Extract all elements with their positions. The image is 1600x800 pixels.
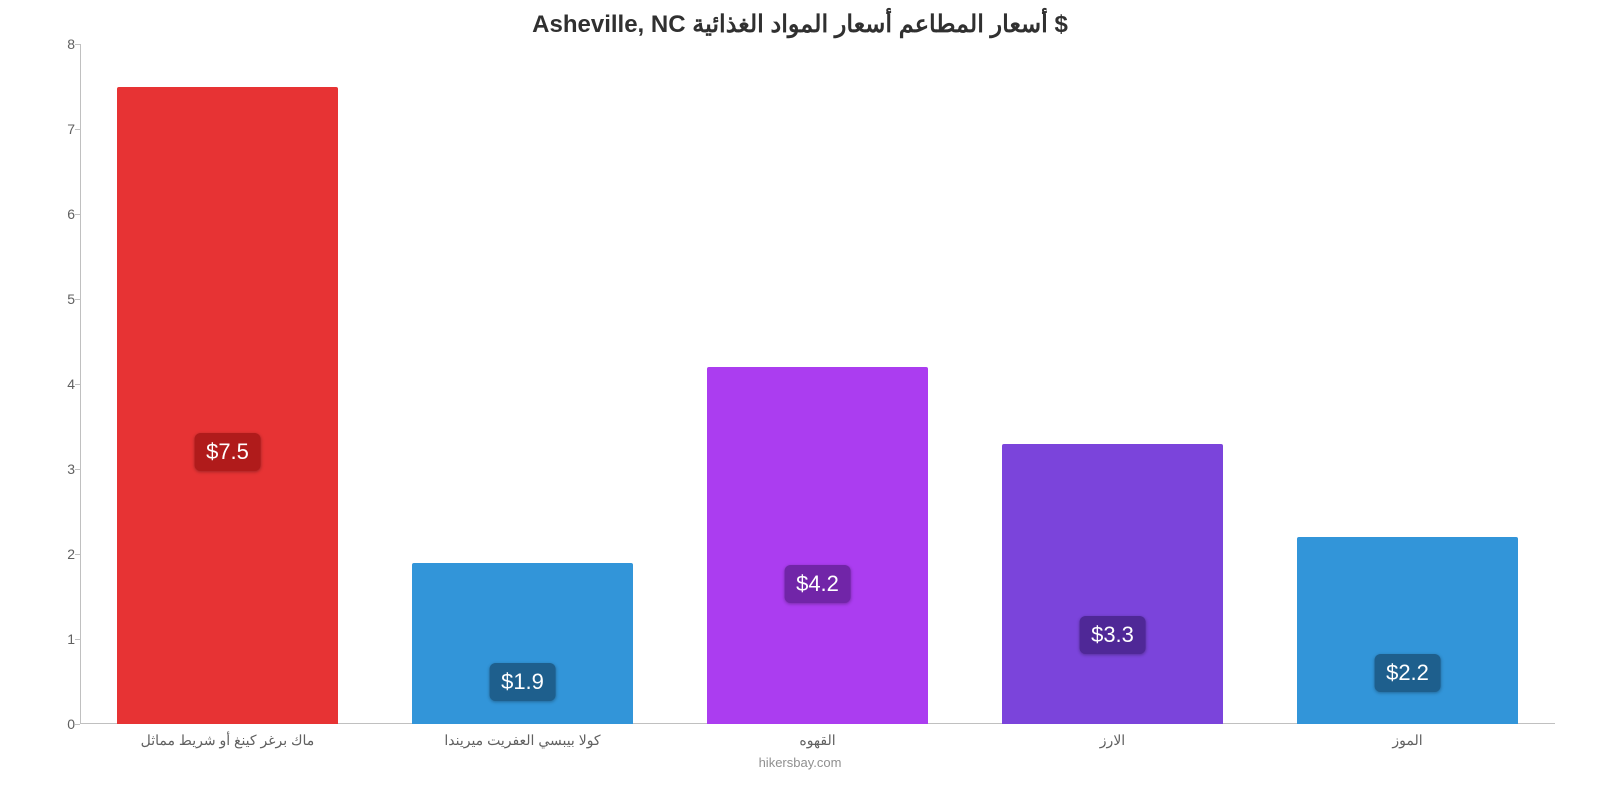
y-tick-label: 7	[45, 121, 75, 137]
y-tick-mark	[75, 384, 80, 385]
source-label: hikersbay.com	[35, 755, 1565, 770]
y-tick-label: 4	[45, 376, 75, 392]
y-tick-label: 8	[45, 36, 75, 52]
bar-slot: $2.2	[1260, 44, 1555, 724]
bar: $2.2	[1297, 537, 1518, 724]
y-tick-label: 6	[45, 206, 75, 222]
bar: $4.2	[707, 367, 928, 724]
chart-title: Asheville, NC أسعار المطاعم أسعار المواد…	[35, 10, 1565, 39]
x-axis-label: الارز	[965, 732, 1260, 749]
y-tick-label: 2	[45, 546, 75, 562]
y-tick-mark	[75, 469, 80, 470]
x-axis-label: كولا بيبسي العفريت ميريندا	[375, 732, 670, 749]
bar: $1.9	[412, 563, 633, 725]
x-axis-label: القهوه	[670, 732, 965, 749]
y-tick-mark	[75, 639, 80, 640]
y-axis: 012345678	[45, 44, 75, 724]
y-tick-mark	[75, 129, 80, 130]
bar-slot: $7.5	[80, 44, 375, 724]
x-axis-label: الموز	[1260, 732, 1555, 749]
bar: $3.3	[1002, 444, 1223, 725]
value-label: $2.2	[1374, 654, 1441, 692]
value-label: $4.2	[784, 565, 851, 603]
y-tick-mark	[75, 44, 80, 45]
bar-slot: $4.2	[670, 44, 965, 724]
y-tick-label: 1	[45, 631, 75, 647]
y-tick-mark	[75, 214, 80, 215]
bar: $7.5	[117, 87, 338, 725]
y-tick-mark	[75, 724, 80, 725]
plot-area: 012345678 $7.5$1.9$4.2$3.3$2.2	[80, 44, 1555, 724]
x-axis-labels: ماك برغر كينغ أو شريط مماثلكولا بيبسي ال…	[80, 732, 1555, 749]
value-label: $7.5	[194, 433, 261, 471]
y-tick-mark	[75, 299, 80, 300]
bar-slot: $3.3	[965, 44, 1260, 724]
y-tick-mark	[75, 554, 80, 555]
y-tick-label: 3	[45, 461, 75, 477]
value-label: $1.9	[489, 663, 556, 701]
chart-container: Asheville, NC أسعار المطاعم أسعار المواد…	[35, 10, 1565, 760]
x-axis-label: ماك برغر كينغ أو شريط مماثل	[80, 732, 375, 749]
y-tick-label: 0	[45, 716, 75, 732]
value-label: $3.3	[1079, 616, 1146, 654]
bars-group: $7.5 $1.9 $4.2 $3.3 $2.2	[80, 44, 1555, 724]
y-tick-label: 5	[45, 291, 75, 307]
bar-slot: $1.9	[375, 44, 670, 724]
